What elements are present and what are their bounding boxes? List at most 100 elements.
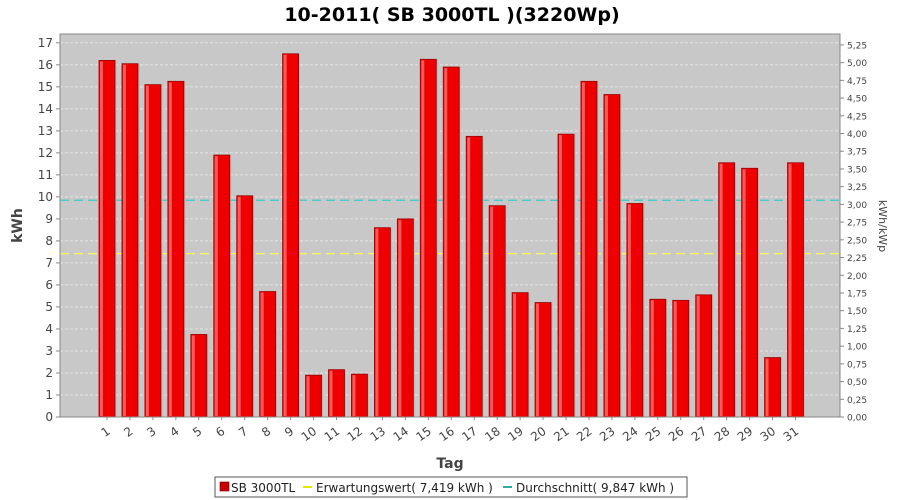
x-tick-label: 2 (121, 424, 135, 440)
y-tick-label: 1 (45, 388, 53, 402)
bars (98, 53, 805, 418)
y2-tick-label: 2,50 (847, 236, 867, 246)
y-tick-label: 17 (38, 36, 53, 50)
y2-tick-label: 0,00 (847, 414, 867, 424)
bar-highlight (168, 82, 172, 417)
y-axis-label: kWh (10, 208, 26, 243)
y-tick-label: 2 (45, 366, 53, 380)
x-axis: 1 2 3 4 5 6 7 8 9 10 11 12 13 14 15 16 17 18 19 20 21 22 23 24 2… (98, 417, 801, 444)
y2-tick-label: 3,25 (847, 183, 867, 193)
y-tick-label: 6 (45, 278, 53, 292)
y-tick-label: 0 (45, 410, 53, 424)
y-tick-label: 15 (38, 80, 53, 94)
x-tick-label: 4 (167, 424, 181, 440)
legend-label-average: Durchschnitt( 9,847 kWh ) (516, 481, 674, 495)
x-tick-label: 24 (620, 424, 641, 444)
legend-label-expected: Erwartungswert( 7,419 kWh ) (316, 481, 493, 495)
bar-highlight (100, 61, 103, 417)
bar-highlight (444, 68, 448, 416)
y2-tick-label: 1,25 (847, 325, 867, 335)
bar-highlight (352, 375, 356, 416)
x-tick-label: 10 (299, 424, 320, 444)
legend: SB 3000TL Erwartungswert( 7,419 kWh ) Du… (214, 476, 688, 498)
bar-highlight (765, 358, 769, 416)
x-tick-label: 17 (459, 424, 480, 444)
y2-tick-label: 0,50 (847, 378, 867, 388)
x-tick-label: 12 (345, 424, 366, 444)
y2-tick-label: 3,75 (847, 148, 867, 158)
bar-highlight (719, 163, 723, 416)
bar-highlight (375, 228, 379, 416)
bar-highlight (581, 82, 585, 417)
bar-highlight (673, 301, 677, 416)
bar-highlight (650, 300, 654, 416)
y2-tick-label: 3,00 (847, 201, 867, 211)
bar-highlight (329, 370, 333, 416)
bar-highlight (559, 135, 562, 417)
legend-swatch-bar (219, 481, 230, 492)
y2-tick-label: 1,00 (847, 343, 867, 353)
y-tick-label: 14 (38, 102, 53, 116)
y-tick-label: 16 (38, 58, 53, 72)
x-tick-label: 28 (712, 424, 733, 444)
y-tick-label: 9 (45, 212, 53, 226)
x-tick-label: 19 (505, 424, 526, 444)
x-tick-label: 20 (528, 424, 549, 444)
reference-lines (60, 199, 840, 255)
y2-tick-label: 5,00 (847, 59, 867, 69)
y2-tick-label: 1,50 (847, 307, 867, 317)
bar-highlight (260, 292, 264, 416)
x-tick-label: 9 (282, 424, 296, 440)
y2-tick-label: 4,50 (847, 95, 867, 105)
x-tick-label: 30 (758, 424, 779, 444)
x-tick-label: 21 (551, 424, 572, 444)
y2-tick-label: 5,25 (847, 41, 867, 51)
x-tick-label: 25 (643, 424, 664, 444)
legend-box (214, 476, 688, 498)
bar-highlight (536, 303, 540, 416)
y-tick-label: 13 (38, 124, 53, 138)
y2-tick-label: 2,25 (847, 254, 867, 264)
y-tick-label: 8 (45, 234, 53, 248)
x-tick-label: 31 (781, 424, 802, 444)
bar-highlight (696, 295, 700, 416)
x-tick-label: 26 (666, 424, 687, 444)
y2-tick-label: 1,75 (847, 289, 867, 299)
y-tick-label: 5 (45, 300, 53, 314)
y2-tick-label: 4,00 (847, 130, 867, 140)
bar-highlight (191, 335, 195, 416)
x-tick-label: 22 (574, 424, 595, 444)
y2-tick-label: 0,25 (847, 396, 867, 406)
bar-highlight (122, 64, 126, 416)
bar-highlight (398, 219, 402, 416)
x-tick-label: 16 (436, 424, 457, 444)
bar-highlight (604, 95, 608, 416)
bar-highlight (513, 293, 517, 416)
y2-tick-label: 2,00 (847, 272, 867, 282)
bar-highlight (742, 169, 746, 416)
y-axis-right: 0,00 0,25 0,50 0,75 1,00 1,25 1,50 1,75 2,00 2,25… (840, 41, 867, 424)
x-tick-label: 14 (391, 424, 412, 444)
bar-highlight (306, 376, 310, 416)
y-tick-label: 7 (45, 256, 53, 270)
legend-label-series: SB 3000TL (231, 481, 296, 495)
x-tick-label: 18 (482, 424, 503, 444)
y2-tick-label: 2,75 (847, 219, 867, 229)
bar-highlight (145, 85, 149, 416)
y2-axis-label: kWh/kWp (876, 200, 889, 252)
x-tick-label: 7 (236, 424, 250, 440)
bar-highlight (421, 60, 425, 416)
x-tick-label: 27 (689, 424, 710, 444)
bar-highlight (627, 204, 631, 416)
bar-highlight (283, 54, 287, 417)
x-tick-label: 11 (322, 424, 343, 444)
bar-highlight (490, 206, 494, 416)
y-tick-label: 11 (38, 168, 53, 182)
bar-highlight (214, 156, 218, 416)
x-tick-label: 23 (597, 424, 618, 444)
x-tick-label: 29 (735, 424, 756, 444)
y2-tick-label: 4,25 (847, 112, 867, 122)
y-tick-label: 4 (45, 322, 53, 336)
